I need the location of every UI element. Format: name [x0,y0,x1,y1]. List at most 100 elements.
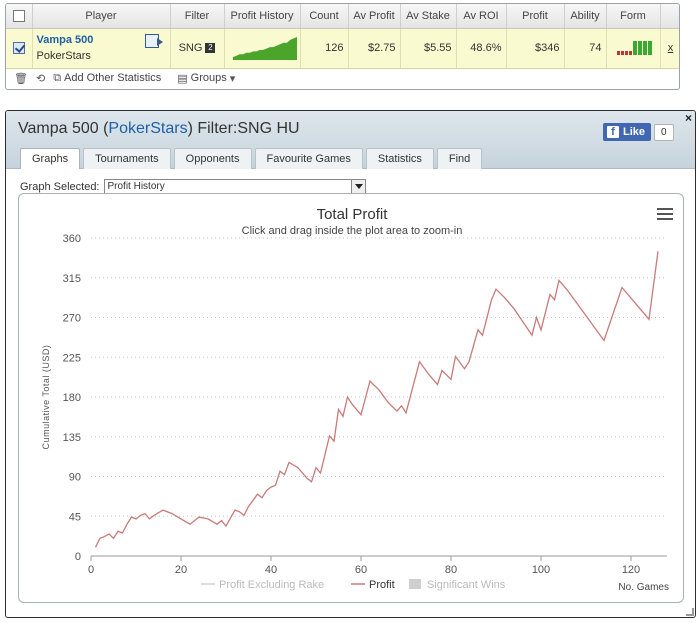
table-row[interactable]: Vampa 500 PokerStars SNG 2 126 $2.75 $5.5… [6,28,679,69]
open-report-icon[interactable] [144,33,163,48]
remove-row-button[interactable]: x [660,28,679,69]
tab-graphs[interactable]: Graphs [20,148,81,169]
y-axis-title: Cumulative Total (USD) [41,345,51,450]
tab-tournaments[interactable]: Tournaments [83,148,171,169]
y-tick-label: 0 [75,551,81,563]
refresh-icon[interactable]: ⟲ [35,72,46,85]
header-av-stake[interactable]: Av Stake [400,4,457,29]
form-cell [606,28,661,69]
tab-favourite-games[interactable]: Favourite Games [254,148,363,169]
chart-title: Total Profit [317,206,389,223]
player-stats-panel: Player Filter Profit History Count Av Pr… [5,3,680,90]
legend-label: Profit [369,579,395,591]
legend-item[interactable]: Profit [351,579,395,591]
dropdown-arrow-icon[interactable] [350,180,365,193]
graph-select[interactable]: Profit History [103,179,366,194]
form-bar [632,40,637,55]
x-tick-label: 100 [532,564,550,576]
facebook-like-button[interactable]: f Like [603,123,652,141]
x-tick-label: 40 [265,564,277,576]
x-tick-label: 20 [175,564,187,576]
x-tick-label: 60 [355,564,367,576]
graph-select-value: Profit History [107,181,165,192]
x-tick-label: 0 [88,564,94,576]
legend-swatch [409,579,421,589]
select-all-checkbox[interactable] [12,9,25,22]
profit-value: $346 [506,28,565,69]
facebook-like-label: Like [623,126,646,138]
add-other-statistics-button[interactable]: ⧉ Add Other Statistics [53,72,161,85]
panel-header: Vampa 500 (PokerStars) Filter:SNG HU f L… [6,111,695,169]
form-bar [647,40,652,55]
close-panel-button[interactable]: × [684,111,692,125]
ability-value: 74 [564,28,607,69]
header-av-roi[interactable]: Av ROI [456,4,507,29]
graph-selected-label: Graph Selected: [20,180,100,193]
select-all-header[interactable] [6,4,33,29]
stats-table: Player Filter Profit History Count Av Pr… [6,4,679,69]
header-filter[interactable]: Filter [170,4,225,29]
count-value: 126 [300,28,349,69]
x-tick-label: 120 [622,564,640,576]
groups-label: Groups [190,72,227,84]
header-av-profit[interactable]: Av Profit [348,4,401,29]
facebook-like-count: 0 [654,123,674,141]
profit-chart[interactable]: Total Profit Click and drag inside the pl… [19,194,684,603]
groups-dropdown[interactable]: ▤ Groups ▾ [177,72,235,85]
chart-container[interactable]: Total Profit Click and drag inside the pl… [18,193,684,603]
trash-icon[interactable]: 🗑 [14,72,28,85]
header-form[interactable]: Form [606,4,661,29]
sparkline-area [232,36,297,60]
y-tick-label: 315 [63,273,81,285]
form-bar [628,50,632,55]
player-site: PokerStars [36,50,91,62]
tab-find[interactable]: Find [436,148,483,169]
tab-opponents[interactable]: Opponents [173,148,252,169]
av-stake-value: $5.55 [400,28,457,69]
header-spacer [660,4,679,29]
header-profit[interactable]: Profit [506,4,565,29]
filter-cell: SNG 2 [170,28,225,69]
player-cell: Vampa 500 PokerStars [32,28,171,69]
add-window-icon: ⧉ [53,71,62,84]
y-tick-label: 225 [63,352,81,364]
series-line-profit[interactable] [94,251,659,548]
av-profit-value: $2.75 [348,28,401,69]
filter-badge[interactable]: 2 [205,43,216,54]
form-bar [637,40,642,55]
graph-select-row: Graph Selected: Profit History [20,179,366,194]
av-roi-value: 48.6% [456,28,507,69]
y-tick-label: 45 [69,511,81,523]
form-bar [642,40,647,55]
row-checkbox[interactable] [12,42,25,55]
chart-menu-icon[interactable] [657,208,673,220]
legend-item[interactable]: Significant Wins [409,579,506,591]
form-bar [624,50,628,55]
x-tick-label: 80 [445,564,457,576]
y-tick-label: 180 [63,392,81,404]
row-select-cell[interactable] [6,28,33,69]
player-name-link[interactable]: Vampa 500 [36,34,94,46]
groups-icon: ▤ [177,72,188,85]
title-filter: ) Filter:SNG HU [187,120,300,137]
y-tick-label: 90 [69,472,81,484]
header-player[interactable]: Player [32,4,171,29]
legend-item[interactable]: Profit Excluding Rake [201,579,324,591]
header-ability[interactable]: Ability [564,4,607,29]
stats-header-row: Player Filter Profit History Count Av Pr… [6,4,679,29]
header-count[interactable]: Count [300,4,349,29]
facebook-icon: f [607,126,619,138]
header-profit-history[interactable]: Profit History [224,4,301,29]
tab-statistics[interactable]: Statistics [365,148,434,169]
panel-title: Vampa 500 (PokerStars) Filter:SNG HU [18,120,300,138]
resize-handle[interactable] [686,608,694,616]
filter-value: SNG [178,42,203,54]
player-detail-panel: Vampa 500 (PokerStars) Filter:SNG HU f L… [5,110,696,618]
title-site-link[interactable]: PokerStars [108,120,188,137]
y-tick-label: 270 [63,313,81,325]
legend-label: Profit Excluding Rake [219,579,324,591]
title-player: Vampa 500 ( [18,120,109,137]
x-axis-title: No. Games [618,582,669,593]
panel-tabs: Graphs Tournaments Opponents Favourite G… [20,148,483,169]
chart-subtitle: Click and drag inside the plot area to z… [242,225,463,237]
